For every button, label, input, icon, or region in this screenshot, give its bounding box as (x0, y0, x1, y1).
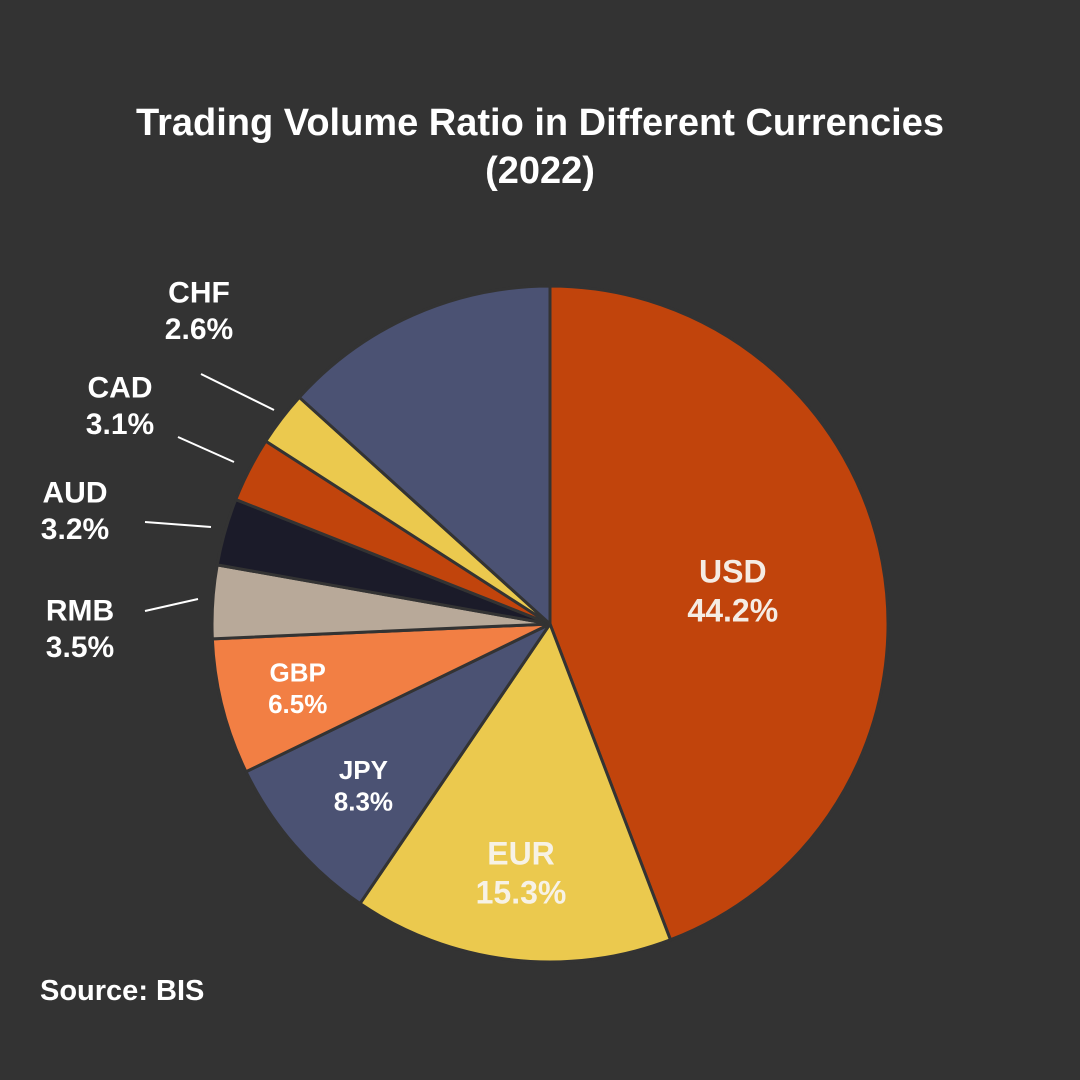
slice-label-eur: EUR (487, 835, 555, 871)
slice-value-gbp: 6.5% (268, 689, 327, 719)
slice-label-chf: CHF (168, 277, 230, 310)
slice-value-chf: 2.6% (165, 313, 233, 346)
slice-value-jpy: 8.3% (334, 787, 393, 817)
pie-slice-other (297, 284, 552, 626)
leader-line-chf (200, 373, 275, 411)
chart-title-line-1: Trading Volume Ratio in Different Curren… (136, 102, 944, 144)
slice-value-eur: 15.3% (476, 875, 567, 911)
leader-line-rmb (144, 598, 199, 612)
slice-label-rmb: RMB (46, 595, 114, 628)
slice-value-aud: 3.2% (41, 513, 109, 546)
slice-value-rmb: 3.5% (46, 631, 114, 664)
pie-slice-jpy (244, 622, 552, 906)
slice-label-cad: CAD (88, 372, 153, 405)
chart-title-line-2: (2022) (485, 149, 595, 192)
slice-label-gbp: GBP (270, 657, 326, 687)
leader-line-aud (144, 521, 212, 528)
slice-value-cad: 3.1% (86, 408, 154, 441)
slice-label-aud: AUD (43, 477, 108, 510)
slice-label-jpy: JPY (339, 755, 388, 785)
pie-slice-usd (548, 284, 890, 942)
slice-label-usd: USD (699, 553, 767, 589)
source-note: Source: BIS (40, 975, 205, 1007)
slice-value-usd: 44.2% (687, 592, 778, 628)
pie-slice-eur (358, 622, 672, 964)
pie-slice-gbp (210, 622, 552, 774)
leader-line-cad (177, 436, 235, 463)
chart-title: Trading Volume Ratio in Different Curren… (40, 100, 1040, 195)
